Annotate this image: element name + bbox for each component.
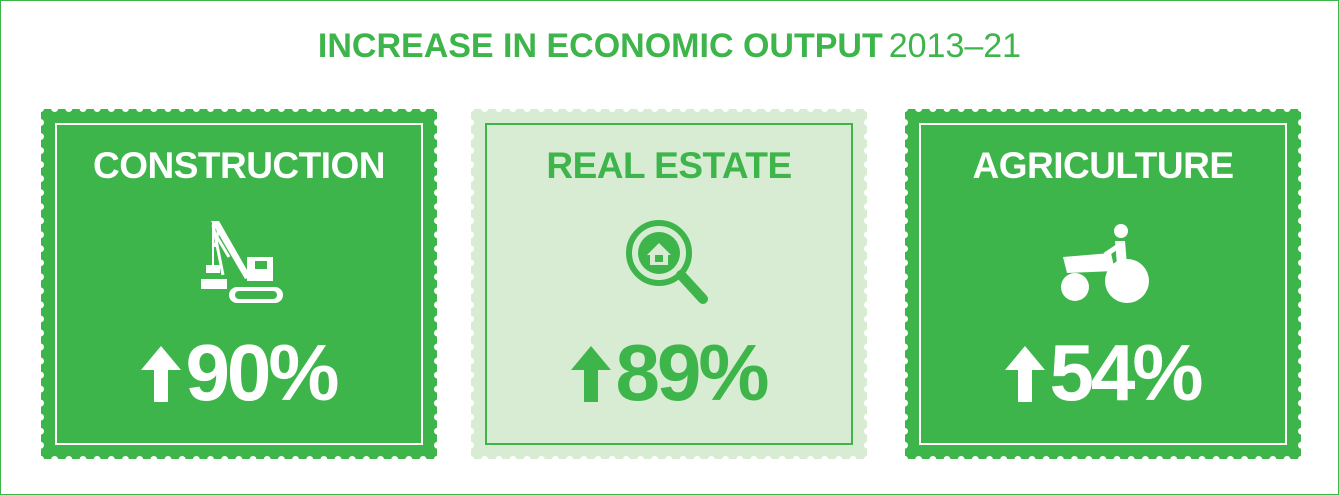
- title-years: 2013–21: [888, 27, 1022, 65]
- tractor-icon: [1061, 224, 1149, 303]
- card-frame: [55, 123, 423, 445]
- up-arrow: [571, 346, 612, 402]
- up-arrow: [141, 346, 182, 402]
- card-value: 90%: [41, 327, 437, 419]
- value-text: 89%: [615, 328, 769, 417]
- card: REAL ESTATE 89%: [467, 105, 871, 463]
- title-main: INCREASE IN ECONOMIC OUTPUT: [317, 27, 883, 65]
- card: AGRICULTURE 54%: [901, 105, 1305, 463]
- title: INCREASE IN ECONOMIC OUTPUT 2013–21: [1, 27, 1338, 66]
- card-value: 89%: [471, 327, 867, 419]
- card-frame: [485, 123, 853, 445]
- card: CONSTRUCTION 90%: [37, 105, 441, 463]
- card-frame: [919, 123, 1287, 445]
- card-value: 54%: [905, 327, 1301, 419]
- card-label: CONSTRUCTION: [92, 145, 386, 186]
- crane-icon: [201, 221, 283, 303]
- card-label: AGRICULTURE: [972, 145, 1234, 186]
- value-text: 54%: [1049, 328, 1203, 417]
- value-text: 90%: [185, 328, 339, 417]
- search-house-icon: [626, 220, 708, 304]
- card-label: REAL ESTATE: [546, 145, 792, 186]
- up-arrow: [1005, 346, 1046, 402]
